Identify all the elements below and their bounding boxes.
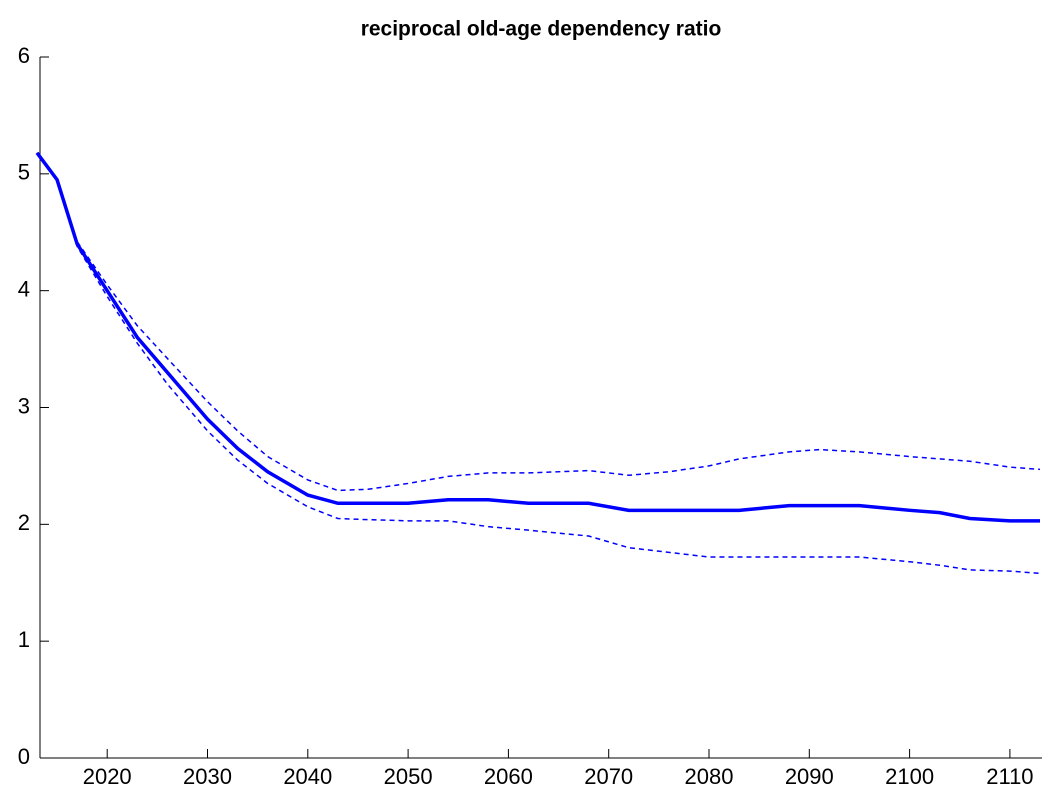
x-tick-label: 2090: [785, 764, 834, 789]
x-tick-label: 2080: [685, 764, 734, 789]
y-tick-label: 6: [18, 43, 30, 68]
x-tick-label: 2070: [584, 764, 633, 789]
x-tick-label: 2060: [484, 764, 533, 789]
y-tick-label: 3: [18, 393, 30, 418]
series-line: [35, 151, 1040, 523]
y-tick-label: 1: [18, 627, 30, 652]
y-tick-label: 2: [18, 510, 30, 535]
chart-title: reciprocal old-age dependency ratio: [361, 18, 722, 41]
y-tick-label: 4: [18, 276, 30, 301]
x-tick-label: 2100: [885, 764, 934, 789]
x-tick-label: 2020: [83, 764, 132, 789]
series-line: [36, 152, 1041, 492]
x-tick-label: 2110: [986, 764, 1033, 789]
y-tick-label: 0: [18, 744, 30, 769]
y-tick-label: 5: [18, 160, 30, 185]
series-line: [36, 152, 1041, 575]
x-tick-label: 2040: [283, 764, 332, 789]
x-tick-label: 2030: [183, 764, 232, 789]
x-tick-label: 2050: [384, 764, 433, 789]
